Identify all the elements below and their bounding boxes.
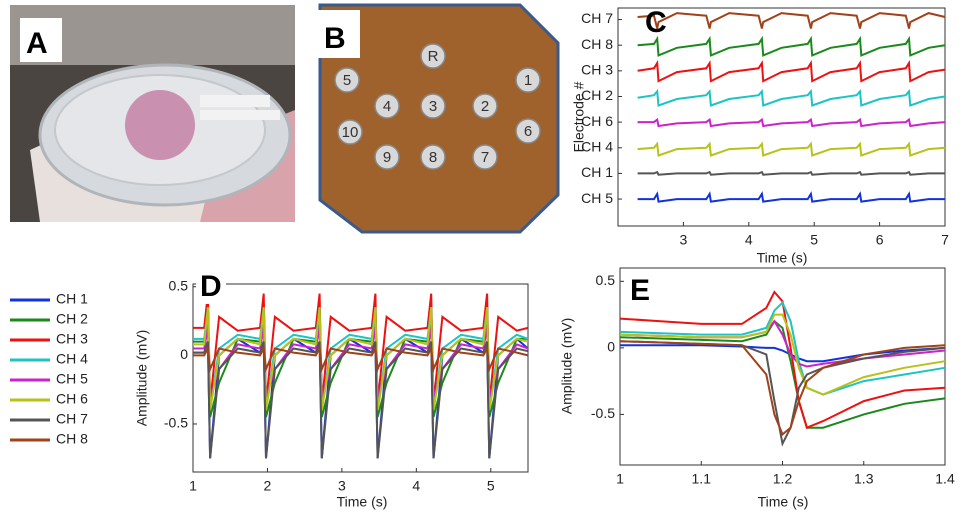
legend-label: CH 3 xyxy=(56,331,88,347)
y-tick-label: 0 xyxy=(180,346,188,362)
electrode xyxy=(337,119,363,145)
electrode-label: 10 xyxy=(342,124,359,141)
electrode-label: 3 xyxy=(429,98,437,115)
electrode xyxy=(334,67,360,93)
y-tick-label: CH 7 xyxy=(581,10,613,26)
y-tick-label: 0.5 xyxy=(596,272,616,288)
series-line xyxy=(619,290,946,430)
x-tick-label: 4 xyxy=(745,232,753,248)
label-box xyxy=(196,270,226,304)
electrode-label: 9 xyxy=(383,149,391,166)
series-line xyxy=(193,345,529,373)
x-tick-label: 4 xyxy=(412,478,420,494)
x-tick-label: 5 xyxy=(487,478,495,494)
electrode xyxy=(472,144,498,170)
y-tick-label: 0 xyxy=(607,339,615,355)
x-tick-label: 3 xyxy=(680,232,688,248)
legend-label: CH 5 xyxy=(56,371,88,387)
series-line xyxy=(193,337,529,459)
y-tick-label: -0.5 xyxy=(164,415,188,431)
y-axis-label: Electrode # xyxy=(571,81,587,152)
electrode xyxy=(420,43,446,69)
panel-label: A xyxy=(26,27,48,60)
x-tick-label: 1.3 xyxy=(854,471,874,487)
electrode xyxy=(374,144,400,170)
y-axis-label: Amplitude (mV) xyxy=(134,330,150,426)
electrode xyxy=(515,67,541,93)
legend-label: CH 1 xyxy=(56,291,88,307)
y-tick-label: -0.5 xyxy=(591,405,615,421)
x-tick-label: 6 xyxy=(876,232,884,248)
electrode-label: 7 xyxy=(481,149,489,166)
x-tick-label: 1 xyxy=(616,471,624,487)
legend-label: CH 8 xyxy=(56,431,88,447)
x-tick-label: 1.4 xyxy=(935,471,955,487)
y-axis-label: Amplitude (mV) xyxy=(559,318,575,414)
series-line xyxy=(637,88,946,107)
electrode-label: 8 xyxy=(429,149,437,166)
electrode-label: 5 xyxy=(343,72,351,89)
series-line xyxy=(637,117,946,128)
legend-label: CH 7 xyxy=(56,411,88,427)
y-tick-label: CH 4 xyxy=(581,138,613,154)
plot-frame xyxy=(617,7,946,227)
y-tick-label: CH 8 xyxy=(581,36,613,52)
panel-label: B xyxy=(324,22,346,55)
series-line xyxy=(193,307,529,411)
electrode xyxy=(374,93,400,119)
x-axis-label: Time (s) xyxy=(758,494,809,510)
x-tick-label: 5 xyxy=(810,232,818,248)
y-tick-label: CH 3 xyxy=(581,62,613,78)
y-tick-label: CH 2 xyxy=(581,87,613,103)
plot-frame xyxy=(192,283,529,473)
x-axis-label: Time (s) xyxy=(337,494,388,510)
x-tick-label: 3 xyxy=(338,478,346,494)
series-line xyxy=(193,341,529,459)
x-tick-label: 1 xyxy=(189,478,197,494)
y-tick-label: CH 5 xyxy=(581,190,613,206)
legend-label: CH 4 xyxy=(56,351,88,367)
series-line xyxy=(637,35,946,57)
electrode xyxy=(420,93,446,119)
electrode xyxy=(420,144,446,170)
y-tick-label: 0.5 xyxy=(169,277,189,293)
panel-label: C xyxy=(645,6,667,39)
series-line xyxy=(637,191,945,203)
legend-label: CH 2 xyxy=(56,311,88,327)
electrode xyxy=(472,93,498,119)
x-tick-label: 1.2 xyxy=(773,471,793,487)
x-tick-label: 2 xyxy=(264,478,272,494)
electrode xyxy=(515,118,541,144)
series-line xyxy=(193,327,529,397)
label-box xyxy=(626,274,656,308)
series-line xyxy=(637,12,946,29)
legend-label: CH 6 xyxy=(56,391,88,407)
series-line xyxy=(637,59,946,83)
electrode-label: R xyxy=(428,48,439,65)
y-tick-label: CH 1 xyxy=(581,164,613,180)
x-tick-label: 1.1 xyxy=(692,471,712,487)
y-tick-label: CH 6 xyxy=(581,113,613,129)
series-line xyxy=(619,300,946,396)
x-axis-label: Time (s) xyxy=(757,250,808,266)
electrode-label: 6 xyxy=(524,123,532,140)
series-line xyxy=(193,293,529,404)
series-line xyxy=(619,313,946,396)
series-line xyxy=(620,344,946,363)
electrode-board xyxy=(318,3,560,234)
series-line xyxy=(619,340,946,437)
electrode-label: 1 xyxy=(524,72,532,89)
panel-label: E xyxy=(630,274,650,307)
x-tick-label: 7 xyxy=(941,232,949,248)
electrode-label: 2 xyxy=(481,98,489,115)
series-line xyxy=(193,307,529,411)
series-line xyxy=(637,141,946,157)
panel-label: D xyxy=(200,270,222,303)
photo xyxy=(10,5,295,222)
electrode-label: 4 xyxy=(383,98,391,115)
series-line xyxy=(637,170,945,176)
label-box xyxy=(640,3,680,43)
